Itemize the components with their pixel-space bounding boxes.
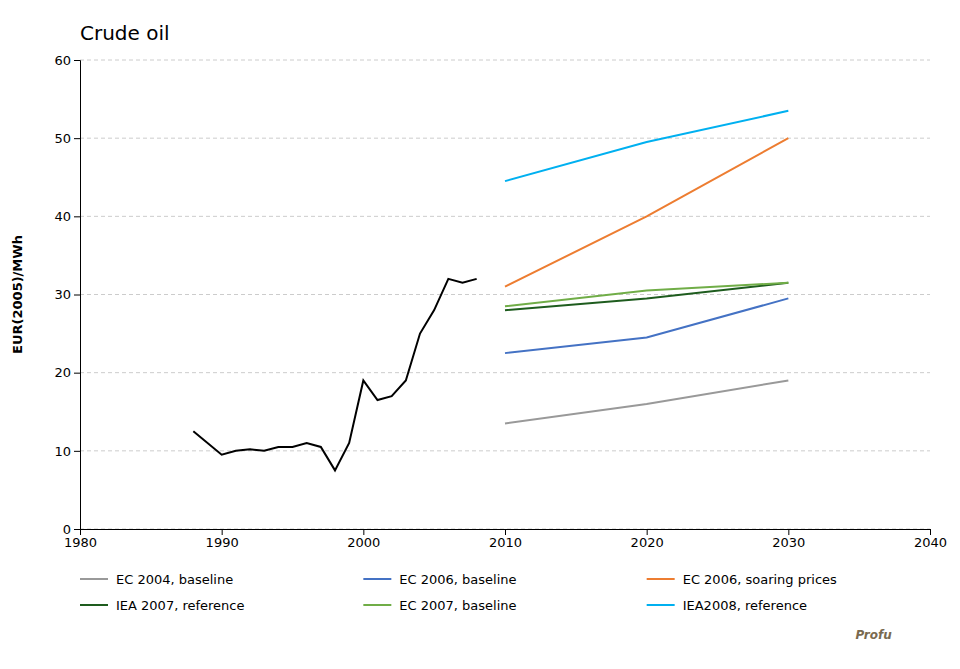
tick: 2010	[489, 529, 522, 550]
grid-line	[80, 372, 930, 373]
tick-label: 2030	[772, 535, 805, 550]
tick-label: 1980	[64, 535, 97, 550]
tick-label: 1990	[206, 535, 239, 550]
legend-swatch	[363, 578, 391, 580]
legend: EC 2004, baseline EC 2006, baseline EC 200…	[80, 572, 837, 613]
chart: 1980199020002010202020302040010203040506…	[0, 0, 960, 669]
legend-swatch	[647, 604, 675, 606]
grid-line	[80, 60, 930, 61]
tick: 2000	[347, 529, 380, 550]
y-axis: 0 10 20 30 40 50 60	[54, 53, 80, 537]
tick: 20	[54, 365, 80, 380]
tick: 2040	[914, 529, 947, 550]
tick-mark	[363, 529, 364, 535]
legend-label: IEA2008, reference	[683, 598, 807, 613]
grid-line	[80, 138, 930, 139]
tick-mark	[74, 451, 80, 452]
tick: 60	[54, 53, 80, 68]
legend-swatch	[647, 578, 675, 580]
y-axis-label: EUR(2005)/MWh	[10, 235, 25, 354]
tick-label: 2000	[347, 535, 380, 550]
grid-line	[80, 294, 930, 295]
series-line	[505, 111, 788, 181]
tick: 10	[54, 443, 80, 458]
legend-swatch	[80, 578, 108, 580]
legend-item: EC 2006, soaring prices	[647, 572, 837, 587]
tick-label: 60	[54, 53, 71, 68]
series-line	[505, 283, 788, 310]
legend-item: IEA 2007, reference	[80, 598, 245, 613]
tick-label: 20	[54, 365, 71, 380]
legend-label: EC 2004, baseline	[116, 572, 233, 587]
tick-mark	[505, 529, 506, 535]
annotation: Profu	[855, 628, 892, 642]
tick-label: 40	[54, 209, 71, 224]
title: Crude oil	[80, 21, 170, 45]
tick-mark	[74, 529, 80, 530]
series-line	[193, 279, 476, 471]
legend-label: EC 2007, baseline	[399, 598, 516, 613]
tick-mark	[74, 295, 80, 296]
tick-mark	[74, 138, 80, 139]
legend-label: EC 2006, baseline	[399, 572, 516, 587]
lines	[193, 111, 788, 471]
tick-mark	[74, 216, 80, 217]
tick: 40	[54, 209, 80, 224]
legend-swatch	[80, 604, 108, 606]
tick: 50	[54, 131, 80, 146]
tick-mark	[74, 373, 80, 374]
tick: 30	[54, 287, 80, 302]
legend-swatch	[363, 604, 391, 606]
tick: 2030	[772, 529, 805, 550]
tick-mark	[930, 529, 931, 535]
legend-item: IEA2008, reference	[647, 598, 807, 613]
series-line	[505, 380, 788, 423]
tick-label: 2010	[489, 535, 522, 550]
tick-mark	[788, 529, 789, 535]
grid-line	[80, 216, 930, 217]
tick-label: 2040	[914, 535, 947, 550]
legend-label: EC 2006, soaring prices	[683, 572, 837, 587]
tick: 1990	[206, 529, 239, 550]
series-line	[505, 283, 788, 306]
tick-label: 10	[54, 443, 71, 458]
tick-label: 50	[54, 131, 71, 146]
legend-item: EC 2007, baseline	[363, 598, 516, 613]
tick-label: 2020	[631, 535, 664, 550]
series-line	[505, 138, 788, 287]
grid-line	[80, 450, 930, 451]
legend-label: IEA 2007, reference	[116, 598, 245, 613]
legend-item: EC 2004, baseline	[80, 572, 233, 587]
grid	[80, 60, 930, 529]
x-axis: 1980 1990 2000 2010 2020 2030 2040	[64, 529, 947, 550]
plot: 1980199020002010202020302040010203040506…	[54, 53, 947, 551]
tick-mark	[647, 529, 648, 535]
tick: 2020	[631, 529, 664, 550]
tick-label: 0	[63, 522, 71, 537]
tick: 0	[63, 522, 80, 537]
tick-mark	[222, 529, 223, 535]
tick-label: 30	[54, 287, 71, 302]
legend-item: EC 2006, baseline	[363, 572, 516, 587]
axis-line	[81, 530, 931, 536]
tick-mark	[74, 60, 80, 61]
axis-line	[74, 61, 81, 530]
